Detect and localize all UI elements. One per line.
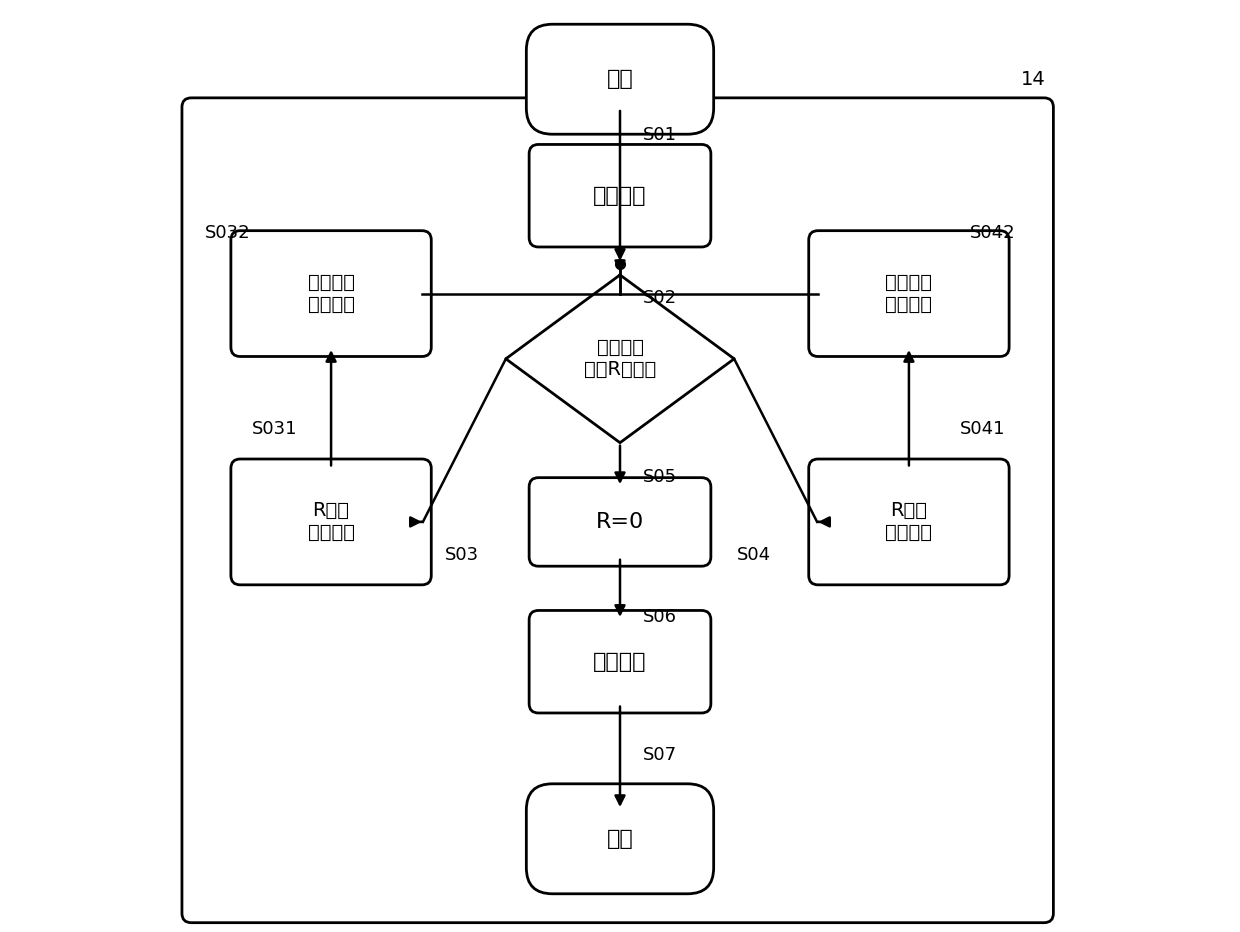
FancyBboxPatch shape — [529, 144, 711, 247]
Text: 导电薄膜
电阻R的变化: 导电薄膜 电阻R的变化 — [584, 338, 656, 379]
Text: S04: S04 — [737, 545, 770, 564]
FancyBboxPatch shape — [231, 459, 432, 585]
Text: S03: S03 — [444, 545, 479, 564]
Polygon shape — [506, 275, 734, 443]
Text: S01: S01 — [644, 126, 677, 144]
Text: 关闭光源: 关闭光源 — [593, 651, 647, 672]
Text: S06: S06 — [644, 608, 677, 626]
Text: R越过
阈值区间: R越过 阈值区间 — [885, 501, 932, 542]
Text: 降低光源
发光功率: 降低光源 发光功率 — [885, 273, 932, 314]
FancyBboxPatch shape — [526, 784, 714, 894]
Text: S07: S07 — [644, 746, 677, 764]
FancyBboxPatch shape — [529, 610, 711, 713]
FancyBboxPatch shape — [231, 230, 432, 357]
FancyBboxPatch shape — [182, 98, 1054, 923]
FancyBboxPatch shape — [808, 459, 1009, 585]
Text: 保持光源
发光功率: 保持光源 发光功率 — [308, 273, 355, 314]
Text: S042: S042 — [970, 224, 1016, 242]
Text: S032: S032 — [206, 224, 250, 242]
FancyBboxPatch shape — [526, 24, 714, 134]
FancyBboxPatch shape — [529, 477, 711, 566]
Text: S041: S041 — [960, 419, 1006, 438]
Text: S02: S02 — [644, 289, 677, 308]
Text: S031: S031 — [252, 419, 298, 438]
Text: 开始: 开始 — [606, 69, 634, 89]
Text: 点亮光源: 点亮光源 — [593, 185, 647, 206]
Text: S05: S05 — [644, 468, 677, 487]
Text: 结束: 结束 — [606, 829, 634, 849]
Text: R=0: R=0 — [596, 512, 644, 532]
Text: 14: 14 — [1021, 70, 1045, 89]
FancyBboxPatch shape — [808, 230, 1009, 357]
Text: R落于
阈值区间: R落于 阈值区间 — [308, 501, 355, 542]
